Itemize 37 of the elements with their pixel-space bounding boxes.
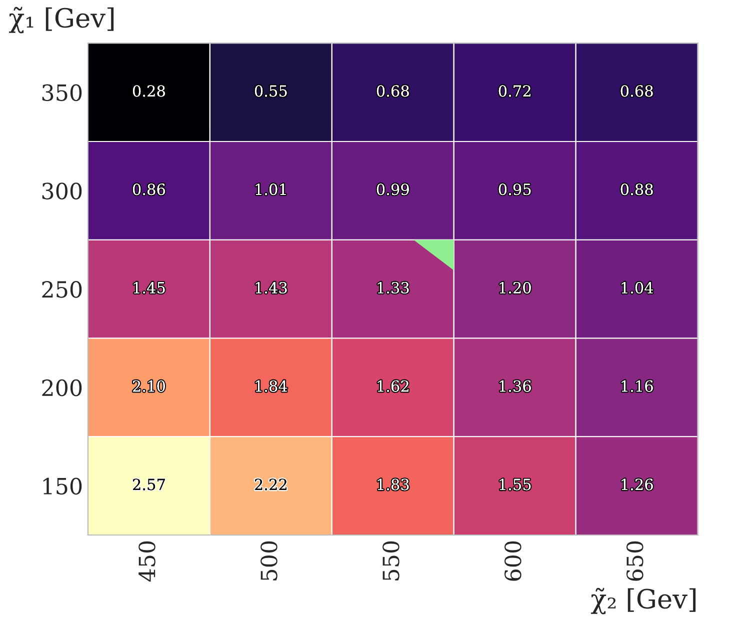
y-tick-label: 350 xyxy=(42,84,82,102)
data-label: 1.43 xyxy=(256,282,287,294)
data-label: 2.22 xyxy=(254,478,286,490)
data-label: 0.68 xyxy=(620,85,653,97)
x-tick-label: 650 xyxy=(626,541,644,581)
data-label: 1.04 xyxy=(622,282,654,294)
data-label: 0.55 xyxy=(254,85,287,97)
data-label: 2.57 xyxy=(132,478,165,490)
data-label: 0.68 xyxy=(376,85,409,97)
data-label: 1.26 xyxy=(622,478,653,490)
data-label: 0.99 xyxy=(376,184,409,196)
x-tick-label: 550 xyxy=(382,541,400,580)
data-label: 1.33 xyxy=(378,282,409,294)
data-label: 1.55 xyxy=(500,478,531,490)
y-tick-label: 150 xyxy=(43,478,82,495)
data-label: 1.01 xyxy=(256,184,286,196)
y-axis-title: χ̃₁ [Gev] xyxy=(9,6,114,34)
x-axis-title: χ̃₂ [Gev] xyxy=(590,588,696,614)
y-tick-label: 250 xyxy=(42,281,82,298)
data-label: 1.16 xyxy=(622,380,653,392)
data-label: 2.10 xyxy=(132,380,165,392)
y-tick-label: 300 xyxy=(42,182,82,200)
data-label: 0.86 xyxy=(132,184,165,196)
data-label: 1.62 xyxy=(378,380,408,392)
x-tick-label: 600 xyxy=(504,541,522,581)
data-label: 1.45 xyxy=(134,282,165,294)
data-label: 0.72 xyxy=(498,85,530,97)
data-label: 1.36 xyxy=(500,380,531,392)
x-tick-label: 500 xyxy=(260,541,278,580)
data-label: 1.20 xyxy=(500,282,531,294)
data-label: 0.95 xyxy=(498,184,531,196)
data-label: 1.84 xyxy=(256,380,288,392)
data-label: 0.88 xyxy=(620,184,653,196)
y-tick-label: 200 xyxy=(42,379,82,396)
data-label: 1.83 xyxy=(378,478,409,490)
x-tick-label: 450 xyxy=(138,541,156,582)
data-label: 0.28 xyxy=(132,85,165,97)
